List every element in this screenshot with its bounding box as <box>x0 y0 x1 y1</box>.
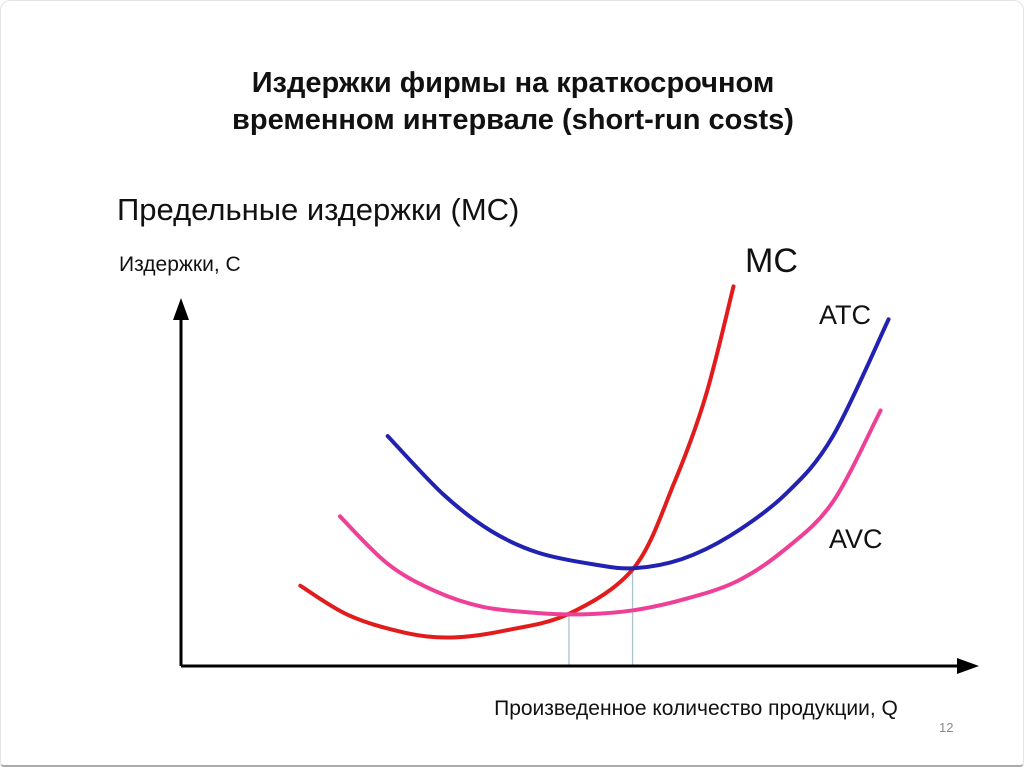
y-axis-label: Издержки, С <box>119 253 241 276</box>
y-axis-arrow-icon <box>173 298 189 320</box>
slide-title: Издержки фирмы на краткосрочном временно… <box>1 65 1024 139</box>
x-axis-label: Произведенное количество продукции, Q <box>494 697 898 720</box>
curve-avc <box>338 408 883 617</box>
section-heading: Предельные издержки (МС) <box>117 192 520 227</box>
curve-label-avc: AVC <box>829 524 883 554</box>
slide-title-line-1: Издержки фирмы на краткосрочном <box>251 67 775 99</box>
cost-curves <box>298 284 891 640</box>
curve-label-mc: МС <box>745 242 798 280</box>
curve-atc <box>385 317 891 571</box>
guide-lines <box>568 567 634 666</box>
slide-title-line-2: временном интервале (short-run costs) <box>232 104 794 137</box>
curve-mc <box>298 284 736 640</box>
page-number: 12 <box>939 720 954 735</box>
x-axis-arrow-icon <box>957 658 979 674</box>
curve-label-atc: ATC <box>819 300 871 330</box>
